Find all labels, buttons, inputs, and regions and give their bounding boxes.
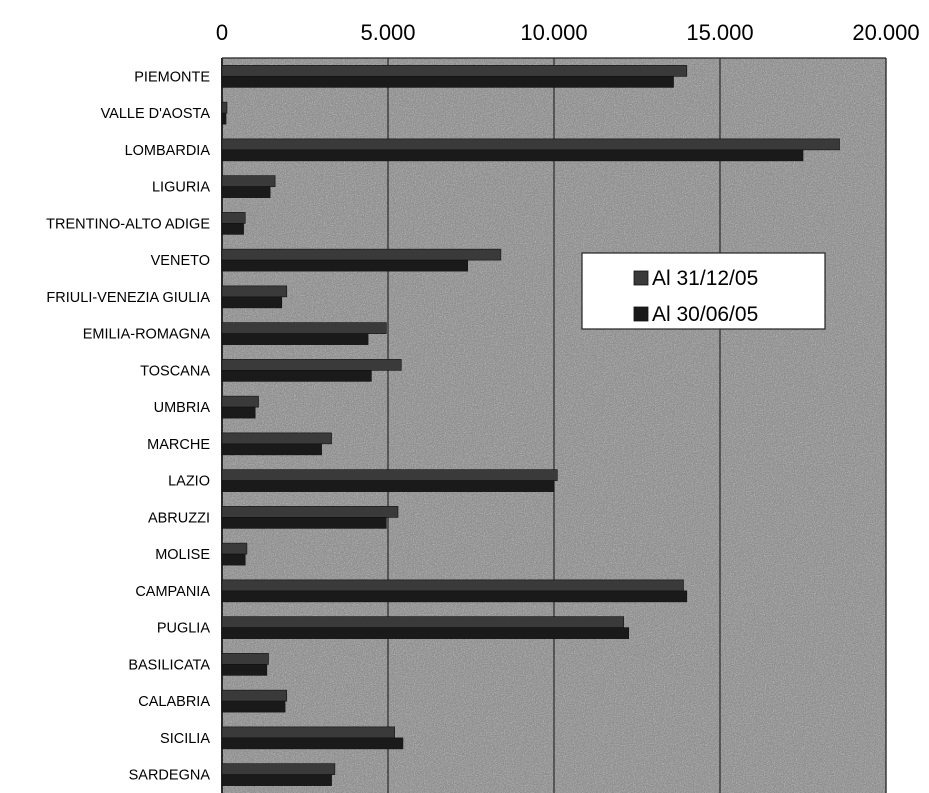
bar-2 xyxy=(221,443,322,456)
bar-1 xyxy=(221,359,402,371)
legend-label: Al 30/06/05 xyxy=(652,303,758,326)
bar-2 xyxy=(221,112,227,125)
legend: Al 31/12/05 Al 30/06/05 xyxy=(581,252,826,330)
bar-2 xyxy=(221,406,256,419)
bar-1 xyxy=(221,138,840,151)
category-label: LIGURIA xyxy=(152,180,210,196)
category-label: MOLISE xyxy=(155,547,210,563)
bar-1 xyxy=(221,653,269,665)
bar-2 xyxy=(221,627,630,639)
bar-2 xyxy=(221,700,286,713)
category-label: SICILIA xyxy=(160,731,210,747)
category-label: UMBRIA xyxy=(154,400,211,416)
bar-2 xyxy=(221,737,404,750)
category-label: LAZIO xyxy=(168,474,210,490)
bar-2 xyxy=(221,664,268,676)
bar-1 xyxy=(221,469,558,481)
bar-2 xyxy=(221,333,369,345)
category-label: FRIULI-VENEZIA GIULIA xyxy=(46,290,210,306)
x-tick-label: 10.000 xyxy=(520,20,587,45)
legend-swatch xyxy=(633,306,649,322)
x-tick-label: 20.000 xyxy=(852,20,919,45)
category-label: LOMBARDIA xyxy=(125,143,211,159)
bar-2 xyxy=(221,76,674,88)
bar-1 xyxy=(221,285,288,298)
bar-2 xyxy=(221,223,244,235)
category-label: CAMPANIA xyxy=(135,584,210,600)
category-labels: PIEMONTE VALLE D'AOSTA LOMBARDIA LIGURIA TRE… xyxy=(46,69,210,783)
bar-2 xyxy=(221,149,804,162)
bar-2 xyxy=(221,517,387,529)
bar-1 xyxy=(221,726,395,739)
bar-1 xyxy=(221,763,336,775)
bar-1 xyxy=(221,101,228,114)
category-label: CALABRIA xyxy=(138,694,210,710)
category-label: SARDEGNA xyxy=(129,768,211,784)
bar-1 xyxy=(221,248,502,261)
bar-2 xyxy=(221,296,283,309)
bar-1 xyxy=(221,689,288,702)
bar-1 xyxy=(221,212,246,224)
x-tick-label: 15.000 xyxy=(686,20,753,45)
category-label: TOSCANA xyxy=(140,363,210,379)
legend-swatch xyxy=(633,270,649,286)
bar-1 xyxy=(221,579,684,592)
category-label: PIEMONTE xyxy=(134,69,210,85)
category-label: PUGLIA xyxy=(157,621,211,637)
category-label: BASILICATA xyxy=(128,657,210,673)
category-label: EMILIA-ROMAGNA xyxy=(83,327,211,343)
bar-2 xyxy=(221,480,555,492)
x-tick-label: 0 xyxy=(216,20,228,45)
bar-1 xyxy=(221,616,625,628)
x-axis-ticks: 0 5.000 10.000 15.000 20.000 xyxy=(216,20,920,45)
bar-2 xyxy=(221,370,372,382)
x-tick-label: 5.000 xyxy=(360,20,415,45)
bars xyxy=(221,65,840,786)
bar-2 xyxy=(221,186,271,198)
bar-1 xyxy=(221,65,688,77)
category-label: ABRUZZI xyxy=(148,510,210,526)
bar-2 xyxy=(221,590,688,603)
bar-1 xyxy=(221,395,259,408)
bar-2 xyxy=(221,774,332,786)
category-label: VALLE D'AOSTA xyxy=(101,106,211,122)
legend-label: Al 31/12/05 xyxy=(652,267,758,290)
category-label: TRENTINO-ALTO ADIGE xyxy=(46,216,210,232)
legend-box xyxy=(581,252,826,330)
category-label: VENETO xyxy=(151,253,210,269)
bar-1 xyxy=(221,175,276,187)
bar-1 xyxy=(221,322,387,334)
bar-2 xyxy=(221,259,468,272)
bar-1 xyxy=(221,542,248,555)
bar-1 xyxy=(221,506,399,518)
bar-1 xyxy=(221,432,332,445)
bar-2 xyxy=(221,553,246,566)
category-label: MARCHE xyxy=(147,437,210,453)
